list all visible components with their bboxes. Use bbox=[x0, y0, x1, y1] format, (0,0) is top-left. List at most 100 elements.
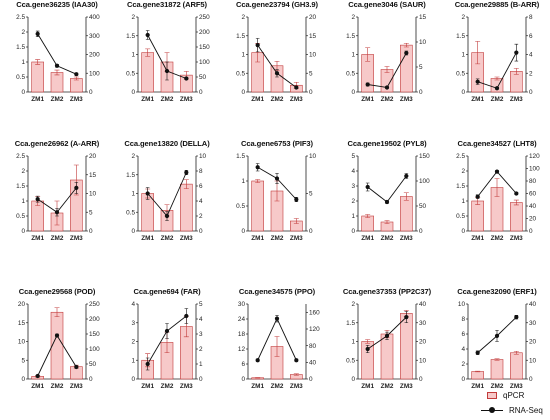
right-tick-label: 150 bbox=[89, 331, 100, 338]
rnaseq-point bbox=[475, 194, 480, 199]
left-tick-label: 0.5 bbox=[16, 74, 25, 81]
qpcr-error-bar bbox=[403, 192, 409, 201]
right-tick-label: 100 bbox=[89, 346, 100, 353]
rnaseq-point bbox=[255, 43, 260, 48]
right-tick-label: 150 bbox=[199, 44, 210, 51]
panel-title: Cca.gene19502 (PYL8) bbox=[347, 139, 427, 148]
qpcr-error-bar bbox=[145, 48, 151, 57]
rnaseq-point bbox=[494, 169, 500, 174]
category-label: ZM3 bbox=[400, 96, 413, 103]
left-tick-label: 1 bbox=[241, 178, 245, 185]
left-tick-label: 1 bbox=[351, 52, 355, 59]
qpcr-bar bbox=[251, 180, 264, 232]
category-label: ZM2 bbox=[51, 235, 64, 242]
right-tick-label: 20 bbox=[309, 14, 317, 21]
rnaseq-point bbox=[164, 68, 170, 74]
left-tick-label: 2 bbox=[241, 14, 245, 21]
right-tick-label: 400 bbox=[89, 14, 100, 21]
chart-svg: 0 0.5 1 1.5 2 0 2 4 6 8 10 ZM1 ZM2 ZM3 bbox=[126, 153, 206, 242]
right-tick-label: 0 bbox=[419, 228, 423, 235]
category-label: ZM1 bbox=[141, 235, 154, 242]
qpcr-bar bbox=[400, 313, 413, 380]
left-tick-label: 4 bbox=[461, 346, 465, 353]
left-tick-label: 4 bbox=[131, 301, 135, 308]
rnaseq-point bbox=[184, 170, 189, 175]
left-tick-label: 2 bbox=[131, 153, 135, 160]
category-label: ZM2 bbox=[491, 235, 504, 242]
chart-svg: 0 0.5 1 1.5 2 0 2 4 6 8 ZM1 ZM2 ZM3 bbox=[456, 14, 533, 103]
chart-panel: Cca.gene3046 (SAUR) 0 0.5 1 1.5 2 0 5 10 15 ZM1 ZM2… bbox=[332, 0, 442, 118]
right-tick-label: 5 bbox=[309, 191, 313, 198]
right-tick-label: 0 bbox=[529, 89, 533, 96]
right-tick-label: 150 bbox=[419, 153, 430, 160]
left-tick-label: 0.5 bbox=[346, 70, 355, 77]
left-tick-label: 2 bbox=[461, 14, 465, 21]
chart-panel: Cca.gene29885 (B-ARR) 0 0.5 1 1.5 2 0 2 4 6 8 ZM1 ZM… bbox=[442, 0, 550, 118]
legend-label-rnaseq: RNA-Seq bbox=[509, 405, 543, 415]
right-tick-label: 50 bbox=[419, 203, 427, 210]
rnaseq-point bbox=[164, 213, 170, 219]
rnaseq-point bbox=[274, 316, 280, 321]
left-tick-label: 15 bbox=[18, 320, 26, 327]
right-tick-label: 200 bbox=[89, 52, 100, 59]
qpcr-bar bbox=[361, 215, 374, 232]
left-tick-label: 10 bbox=[18, 339, 26, 346]
left-tick-label: 1.5 bbox=[346, 33, 355, 40]
right-tick-label: 2 bbox=[529, 70, 533, 77]
qpcr-error-bar bbox=[365, 47, 371, 62]
left-tick-label: 0 bbox=[241, 89, 245, 96]
panel-title: Cca.gene36235 (IAA30) bbox=[16, 0, 98, 9]
left-tick-label: 1.5 bbox=[346, 320, 355, 327]
right-tick-label: 1 bbox=[199, 361, 203, 368]
chart-panel: Cca.gene29568 (POD) 0 5 10 15 20 0 50 100 150 200 2… bbox=[2, 287, 112, 405]
category-label: ZM2 bbox=[51, 96, 64, 103]
right-tick-label: 4 bbox=[199, 198, 203, 205]
left-tick-label: 1 bbox=[21, 59, 25, 66]
panel-title: Cca.gene34527 (LHT8) bbox=[457, 139, 537, 148]
left-tick-label: 1 bbox=[461, 198, 465, 205]
qpcr-bar bbox=[490, 359, 504, 380]
left-tick-label: 12 bbox=[238, 346, 246, 353]
qpcr-bar bbox=[510, 352, 523, 380]
panel-title: Cca.gene23794 (GH3.9) bbox=[236, 0, 318, 9]
qpcr-error-bar bbox=[494, 178, 500, 197]
right-tick-label: 0 bbox=[89, 228, 93, 235]
rnaseq-point bbox=[404, 50, 409, 56]
rnaseq-point bbox=[514, 191, 519, 196]
right-tick-label: 120 bbox=[529, 153, 540, 160]
rnaseq-point bbox=[74, 364, 79, 370]
right-tick-label: 5 bbox=[309, 70, 313, 77]
left-tick-label: 1.5 bbox=[456, 183, 465, 190]
qpcr-error-bar bbox=[494, 76, 500, 81]
rnaseq-point bbox=[74, 185, 79, 190]
qpcr-bar bbox=[180, 183, 193, 232]
right-tick-label: 2 bbox=[199, 346, 203, 353]
right-tick-label: 8 bbox=[529, 14, 533, 21]
chart-panel: Cca.gene6753 (PIF3) 0 0.5 1 1.5 0 5 10 ZM1 ZM2 ZM3 bbox=[222, 139, 332, 257]
left-tick-label: 0.5 bbox=[236, 203, 245, 210]
right-tick-label: 100 bbox=[89, 70, 100, 77]
left-tick-label: 0 bbox=[351, 376, 355, 383]
right-tick-label: 10 bbox=[309, 153, 317, 160]
right-tick-label: 3 bbox=[199, 331, 203, 338]
left-tick-label: 1 bbox=[131, 191, 135, 198]
category-label: ZM1 bbox=[31, 235, 44, 242]
left-tick-label: 0 bbox=[21, 376, 25, 383]
chart-svg: 0 0.5 1 1.5 2 2.5 0 5 10 15 20 ZM1 ZM2 ZM3 bbox=[16, 153, 96, 242]
right-tick-label: 10 bbox=[529, 357, 537, 364]
right-tick-label: 5 bbox=[419, 64, 423, 71]
left-tick-label: 0.5 bbox=[16, 213, 25, 220]
category-label: ZM3 bbox=[400, 383, 413, 390]
right-tick-label: 0 bbox=[89, 376, 93, 383]
panel-title: Cca.gene37353 (PP2C37) bbox=[342, 287, 432, 296]
rnaseq-point bbox=[384, 333, 390, 338]
qpcr-error-bar bbox=[513, 199, 519, 206]
rnaseq-point bbox=[35, 373, 40, 379]
rnaseq-point bbox=[274, 176, 280, 181]
qpcr-bar bbox=[70, 78, 83, 93]
qpcr-error-bar bbox=[274, 336, 280, 357]
left-tick-label: 0.5 bbox=[456, 70, 465, 77]
rnaseq-point bbox=[145, 32, 150, 38]
